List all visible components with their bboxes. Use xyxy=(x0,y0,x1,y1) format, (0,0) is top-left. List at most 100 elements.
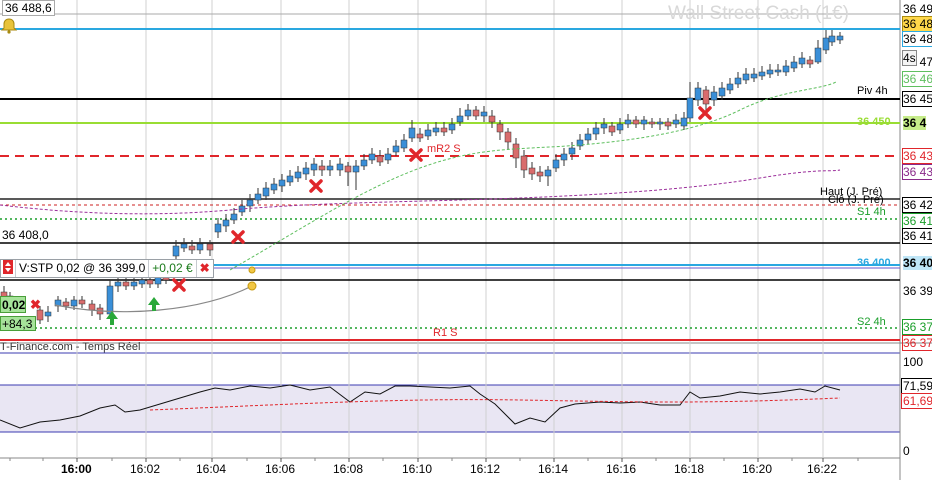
candle-bull xyxy=(790,61,798,69)
r1-s-label: R1 S xyxy=(433,327,458,339)
sell-marker-icon xyxy=(172,278,186,292)
stop-order-bar[interactable]: V:STP 0,02 @ 36 399,0 +0,02 € ✖ xyxy=(0,259,214,278)
candle-bull xyxy=(448,123,456,131)
candle-bear xyxy=(146,279,154,285)
time-label: 16:04 xyxy=(196,462,227,476)
candle-bull xyxy=(246,199,254,207)
s2-4h-label: S2 4h xyxy=(857,316,886,328)
order-handle-dot xyxy=(248,266,256,274)
price-label: 36 43 xyxy=(902,164,932,180)
candle-bear xyxy=(488,115,496,123)
candle-bull xyxy=(286,175,294,183)
position-size-box[interactable]: 0,02 xyxy=(0,296,26,313)
candle-bull xyxy=(432,127,440,133)
candle-bull xyxy=(828,35,836,43)
data-source-label: T-Finance.com - Temps Réel xyxy=(0,341,141,353)
candle-bull xyxy=(584,133,592,141)
candle-bear xyxy=(702,89,710,105)
stop-order-pnl: +0,02 € xyxy=(149,260,197,277)
candle-bull xyxy=(758,71,766,77)
curve-handle-dot xyxy=(247,281,257,291)
candle-bear xyxy=(376,155,384,163)
time-label: 16:02 xyxy=(130,462,161,476)
candle-bull xyxy=(672,119,680,125)
candle-bear xyxy=(88,303,96,311)
last-price-label: 36 488,6 xyxy=(2,0,55,16)
candle-bull xyxy=(424,129,432,137)
time-label: 16:00 xyxy=(61,462,92,476)
candle-bull xyxy=(694,87,702,101)
order-arrows-icon[interactable] xyxy=(1,260,16,277)
time-label: 16:12 xyxy=(470,462,501,476)
candle-bull xyxy=(294,171,302,179)
price-label: 36 4 xyxy=(903,116,927,130)
grid xyxy=(9,0,859,462)
time-label: 16:10 xyxy=(402,462,433,476)
candle-bull xyxy=(408,127,416,139)
candle-bull xyxy=(576,139,584,147)
s1-4h-label: S1 4h xyxy=(857,206,886,218)
candle-bull xyxy=(766,69,774,75)
candle-bull xyxy=(544,169,552,177)
candle-bear xyxy=(496,123,504,133)
time-label: 16:06 xyxy=(265,462,296,476)
candle-bull xyxy=(560,153,568,161)
time-label: 16:16 xyxy=(606,462,637,476)
time-axis[interactable]: 16:00 16:02 16:04 16:06 16:08 16:10 16:12 16:14… xyxy=(0,460,900,480)
bell-icon[interactable] xyxy=(0,18,18,34)
candle-bull xyxy=(680,117,688,127)
sell-marker-icon xyxy=(309,179,323,193)
candle-bull xyxy=(310,163,318,171)
candle-bear xyxy=(62,301,70,307)
candle-bull xyxy=(814,47,822,63)
price-label: 36 40 xyxy=(903,256,932,270)
level-36450-label: 36 450 xyxy=(857,116,891,128)
close-order-button[interactable]: ✖ xyxy=(199,261,210,275)
candle-bull xyxy=(270,183,278,191)
price-label: 36 37 xyxy=(902,335,932,351)
candle-bear xyxy=(206,243,214,251)
candle-bull xyxy=(392,145,400,153)
time-label: 16:22 xyxy=(807,462,838,476)
indicator-signal-line xyxy=(149,397,841,411)
candle-bull xyxy=(656,121,664,125)
close-position-button[interactable]: ✖ xyxy=(30,297,41,312)
candle-bear xyxy=(632,119,640,125)
candles xyxy=(0,30,844,324)
candle-bull xyxy=(262,187,270,197)
candle-bull xyxy=(214,223,222,233)
candle-bear xyxy=(344,165,352,173)
chart-watermark: Wall Street Cash (1€) xyxy=(668,3,849,24)
candle-bear xyxy=(528,167,536,175)
candle-bull xyxy=(172,245,180,257)
candle-bear xyxy=(416,133,424,139)
overlays xyxy=(0,81,841,325)
buy-arrow-icon xyxy=(106,311,118,325)
price-axis[interactable]: 36 49 36 48 36 48 36 47 36 46 36 45 36 4 36 43 3… xyxy=(901,0,932,351)
candle-bull xyxy=(106,285,114,315)
stop-order-text[interactable]: V:STP 0,02 @ 36 399,0 xyxy=(16,260,150,277)
indicator-value-main: 71,59 xyxy=(901,378,932,394)
candle-bull xyxy=(836,35,844,41)
candle-bull xyxy=(196,243,204,251)
candle-bull xyxy=(726,83,734,91)
candle-bear xyxy=(664,121,672,127)
candle-bull xyxy=(640,119,648,125)
candle-bull xyxy=(616,123,624,131)
indicator-band xyxy=(0,385,900,432)
candle-bull xyxy=(734,77,742,85)
candle-bull xyxy=(822,37,830,51)
time-label: 16:14 xyxy=(538,462,569,476)
candle-bear xyxy=(36,309,44,321)
bar-countdown: 4s xyxy=(902,50,917,66)
sell-marker-icon xyxy=(409,148,423,162)
pivot-4h-label: Piv 4h xyxy=(857,85,888,97)
candle-bull xyxy=(114,281,122,287)
candle-bull xyxy=(278,179,286,187)
buy-arrow-icon xyxy=(148,297,160,311)
candle-bull xyxy=(254,193,262,201)
candle-bull xyxy=(456,115,464,123)
indicator-value-signal: 61,69 xyxy=(901,393,932,409)
